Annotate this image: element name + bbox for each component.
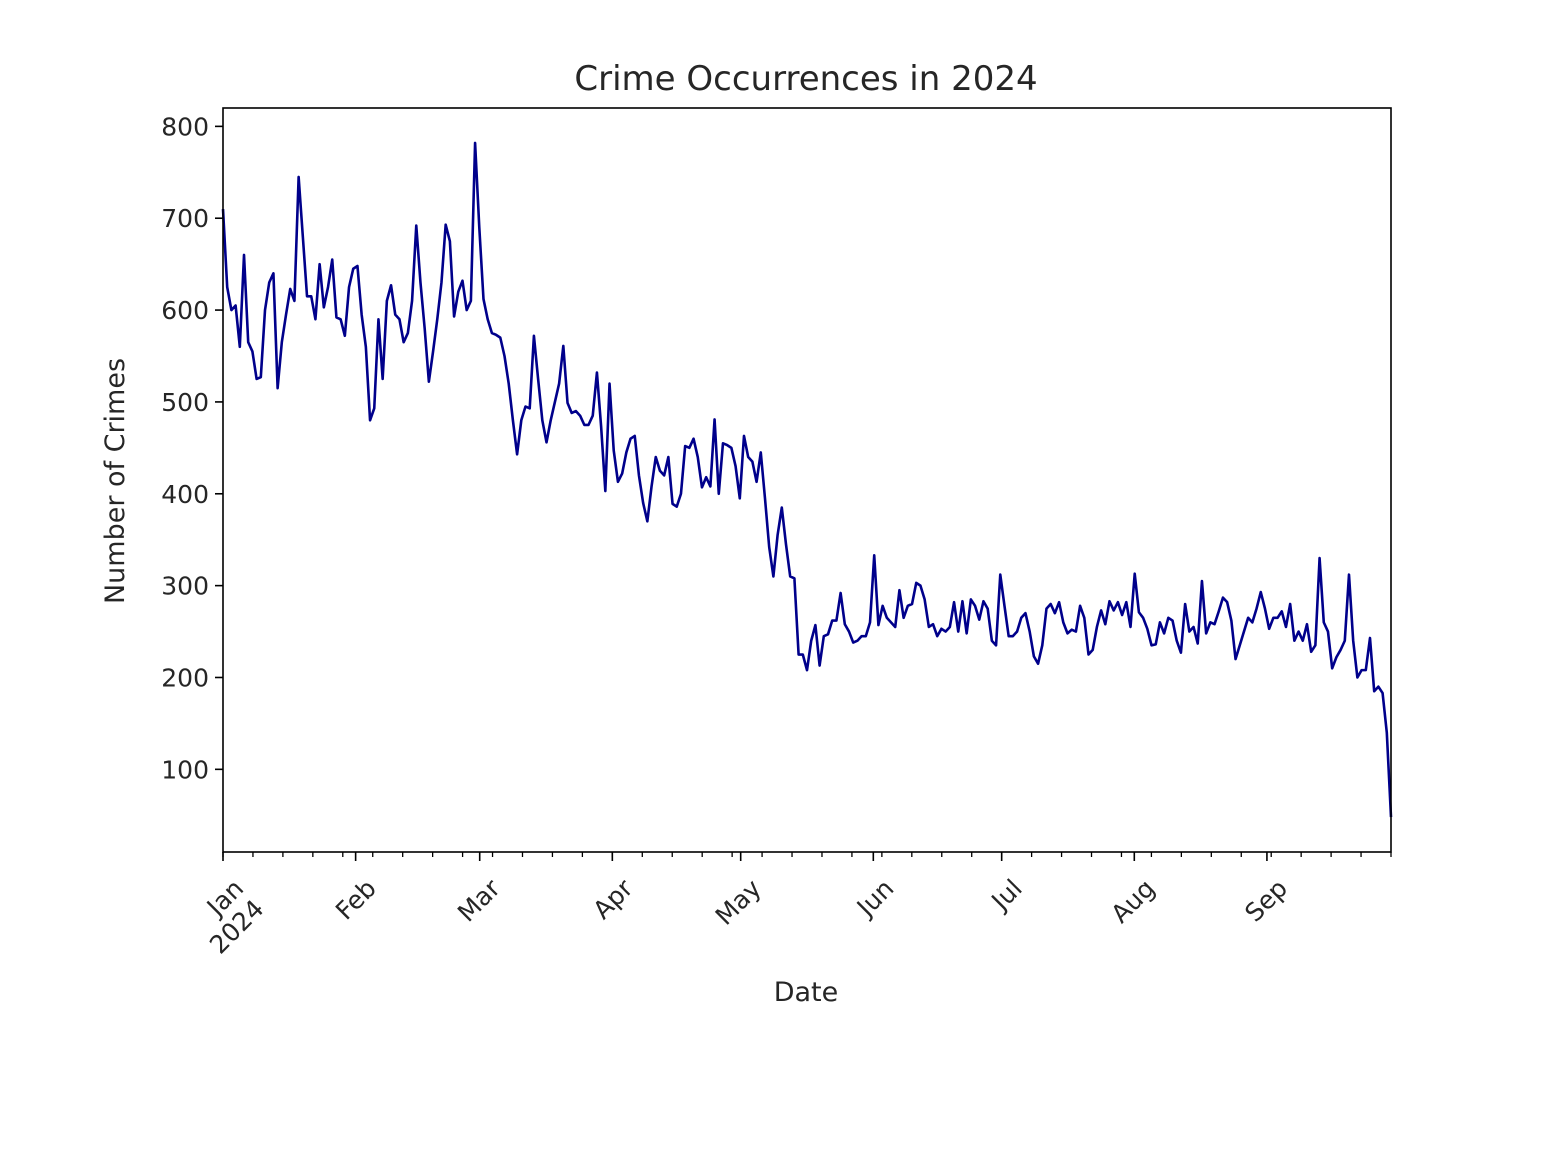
x-tick-label: Mar xyxy=(452,873,506,927)
y-tick-label: 500 xyxy=(161,388,209,417)
y-tick-label: 600 xyxy=(161,296,209,325)
series-line xyxy=(221,141,1393,818)
y-tick-label: 400 xyxy=(161,480,209,509)
y-tick-label: 800 xyxy=(161,112,209,141)
x-tick-month: Apr xyxy=(587,873,639,925)
x-tick-label: Apr xyxy=(587,873,639,925)
x-tick-label: Sep xyxy=(1239,874,1293,928)
x-tick-month: Feb xyxy=(330,874,382,926)
y-tick-label: 700 xyxy=(161,204,209,233)
x-tick-month: Jul xyxy=(985,874,1028,917)
x-axis-label: Date xyxy=(774,977,839,1008)
x-tick-month: Mar xyxy=(452,873,506,927)
x-tick-month: May xyxy=(710,874,767,931)
y-tick-label: 100 xyxy=(161,755,209,784)
x-tick-label: Jan2024 xyxy=(184,874,270,960)
x-tick-label: Feb xyxy=(330,874,382,926)
x-tick-month: Sep xyxy=(1239,874,1293,928)
y-axis-ticks: 100 200 300 400 500 600 700 800 xyxy=(161,112,223,784)
x-tick-label: Jul xyxy=(985,874,1028,917)
chart-title: Crime Occurrences in 2024 xyxy=(574,59,1037,99)
x-axis-ticks: Jan2024 Feb Mar Apr May Jun Jul Aug Sep xyxy=(184,852,1392,960)
x-tick-label: Aug xyxy=(1105,874,1160,929)
x-tick-label: May xyxy=(710,874,767,931)
y-tick-label: 200 xyxy=(161,663,209,692)
y-axis-label: Number of Crimes xyxy=(100,358,131,604)
x-tick-month: Aug xyxy=(1105,874,1160,929)
x-tick-month: Jun xyxy=(850,874,900,924)
y-tick-label: 300 xyxy=(161,572,209,601)
x-tick-label: Jun xyxy=(850,874,900,924)
plot-frame xyxy=(222,107,1392,853)
